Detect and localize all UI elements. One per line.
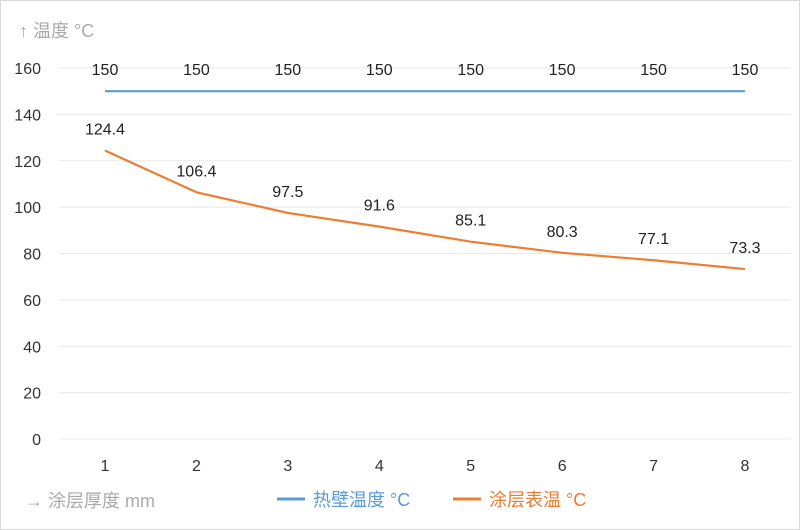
series-lines	[104, 90, 746, 271]
y-tick-label: 20	[23, 386, 41, 403]
data-label: 150	[457, 62, 484, 79]
data-label: 150	[275, 62, 302, 79]
legend: 热壁温度 °C 涂层表温 °C	[277, 490, 586, 510]
data-label: 150	[640, 62, 667, 79]
series-line-coating-surface	[104, 149, 746, 271]
data-label: 150	[732, 62, 759, 79]
data-label: 124.4	[85, 122, 125, 139]
y-axis-ticks: 0 20 40 60 80 100 120 140 160	[14, 61, 41, 449]
x-tick-label: 8	[741, 458, 750, 475]
y-axis-title: ↑ 温度 °C	[19, 21, 94, 41]
data-label: 73.3	[729, 240, 760, 257]
legend-label-coating-surface: 涂层表温 °C	[489, 490, 586, 510]
y-tick-label: 80	[23, 247, 41, 264]
data-label: 150	[183, 62, 210, 79]
x-tick-label: 2	[192, 458, 201, 475]
x-axis-title: → 涂层厚度 mm	[25, 491, 155, 511]
y-tick-label: 0	[32, 432, 41, 449]
x-tick-label: 4	[375, 458, 384, 475]
x-tick-label: 3	[283, 458, 292, 475]
y-tick-label: 40	[23, 339, 41, 356]
x-tick-label: 5	[466, 458, 475, 475]
data-labels: 150 150 150 150 150 150 150 150 124.4 106.4 97.5 91…	[85, 62, 761, 257]
x-tick-label: 7	[649, 458, 658, 475]
grid	[59, 67, 791, 440]
y-tick-label: 140	[14, 107, 41, 124]
x-axis-ticks: 1 2 3 4 5 6 7 8	[101, 458, 750, 475]
data-label: 150	[92, 62, 119, 79]
y-tick-label: 160	[14, 61, 41, 78]
data-label: 80.3	[547, 224, 578, 241]
y-tick-label: 60	[23, 293, 41, 310]
data-label: 85.1	[455, 213, 486, 230]
data-label: 150	[549, 62, 576, 79]
data-label: 97.5	[272, 184, 303, 201]
y-tick-label: 120	[14, 154, 41, 171]
x-tick-label: 6	[558, 458, 567, 475]
y-tick-label: 100	[14, 200, 41, 217]
x-tick-label: 1	[101, 458, 110, 475]
data-label: 106.4	[176, 163, 216, 180]
data-label: 91.6	[364, 198, 395, 215]
data-label: 77.1	[638, 231, 669, 248]
legend-label-hot-wall: 热壁温度 °C	[313, 490, 410, 510]
data-label: 150	[366, 62, 393, 79]
